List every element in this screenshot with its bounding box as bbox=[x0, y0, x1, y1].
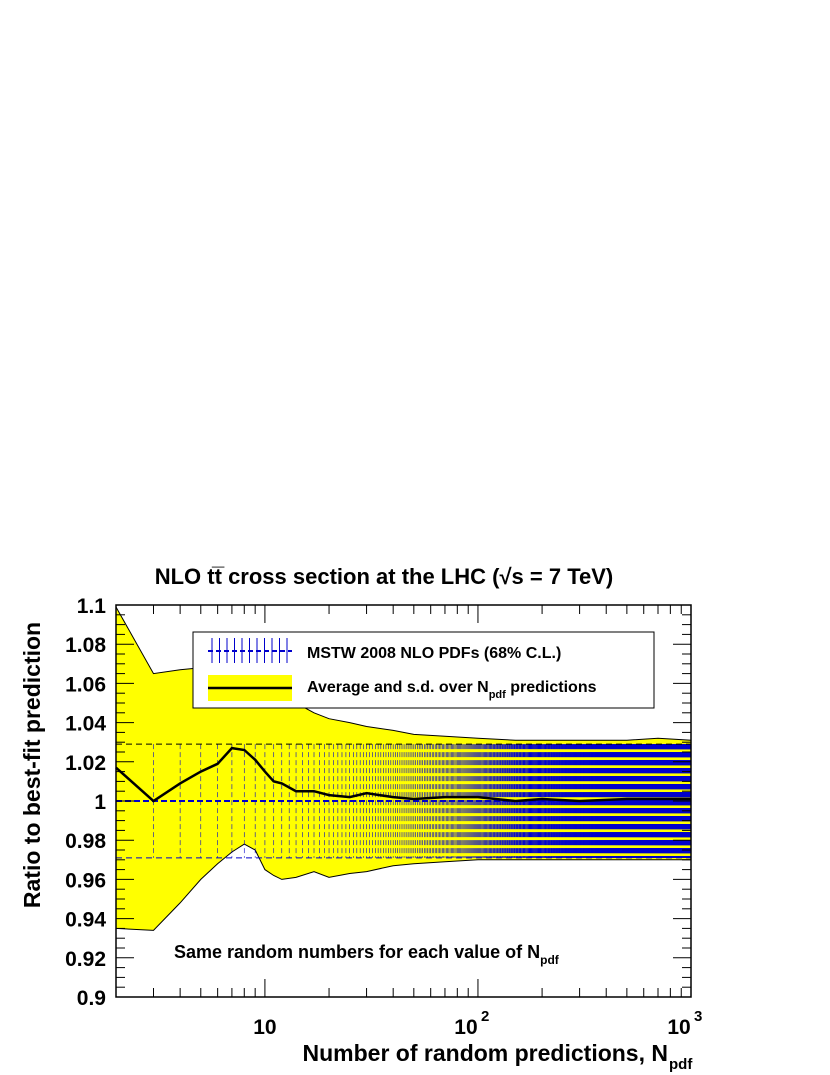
y-tick-label: 1.1 bbox=[77, 595, 107, 618]
legend-entry-mstw: MSTW 2008 NLO PDFs (68% C.L.) bbox=[307, 645, 561, 662]
y-tick-label: 0.98 bbox=[65, 830, 106, 853]
y-tick-label: 0.92 bbox=[65, 948, 106, 971]
y-tick-label: 1.02 bbox=[65, 752, 106, 775]
x-axis-label-subscript: pdf bbox=[669, 1056, 693, 1073]
x-tick-label: 10 bbox=[253, 1016, 276, 1039]
y-tick-label: 1 bbox=[94, 791, 106, 814]
mean-line-layer bbox=[115, 746, 691, 803]
y-tick-label: 1.04 bbox=[65, 713, 106, 736]
axis-ticks bbox=[115, 604, 692, 998]
y-tick-label: 0.96 bbox=[65, 869, 106, 892]
mean-line bbox=[115, 746, 691, 803]
x-axis-label: Number of random predictions, N bbox=[303, 1040, 668, 1066]
x-tick-label: 10 bbox=[454, 1016, 477, 1039]
annotation-random-numbers: Same random numbers for each value of Np… bbox=[174, 942, 560, 967]
x-tick-label-exponent: 2 bbox=[481, 1008, 489, 1025]
legend: MSTW 2008 NLO PDFs (68% C.L.) Average an… bbox=[192, 631, 655, 709]
y-tick-label: 1.08 bbox=[65, 634, 106, 657]
errorbar-layer bbox=[115, 743, 692, 859]
x-tick-labels: 10 10 2 10 3 bbox=[253, 1008, 702, 1039]
y-tick-labels: 0.9 0.92 0.94 0.96 0.98 1 1.02 1.04 1.06 1.08 1.1 bbox=[65, 595, 106, 1010]
legend-entry-average: Average and s.d. over Npdf predictions bbox=[307, 679, 597, 701]
y-tick-label: 1.06 bbox=[65, 673, 106, 696]
chart-title: NLO tt̅ cross section at the LHC (√s = 7… bbox=[155, 564, 614, 589]
legend-errorbar-sample bbox=[208, 638, 292, 663]
y-axis-label: Ratio to best-fit prediction bbox=[19, 622, 45, 908]
y-tick-label: 0.9 bbox=[77, 987, 106, 1010]
y-tick-label: 0.94 bbox=[65, 909, 106, 932]
x-tick-label: 10 bbox=[667, 1016, 690, 1039]
x-tick-label-exponent: 3 bbox=[694, 1008, 702, 1025]
